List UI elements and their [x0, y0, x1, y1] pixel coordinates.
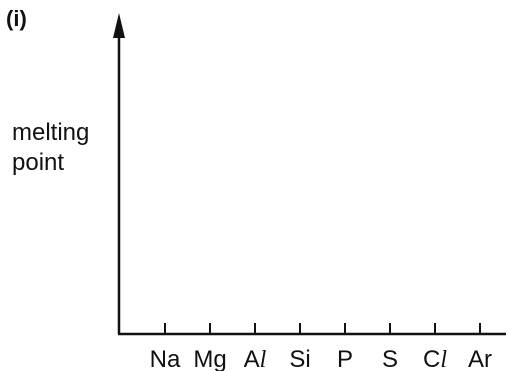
x-tick-label-cl: Cl [423, 346, 447, 371]
x-tick-label-na: Na [150, 346, 181, 371]
y-axis-label-line-2: point [12, 149, 65, 176]
x-axis-ticks: Na Mg Al Si P S Cl Ar [150, 323, 492, 371]
y-axis-label-line-1: melting [12, 119, 90, 146]
x-tick-label-al: Al [244, 346, 267, 371]
question-part-label: (i) [6, 6, 27, 31]
y-axis-arrowhead [113, 13, 125, 38]
x-tick-label-s: S [382, 346, 398, 371]
x-tick-label-ar: Ar [468, 346, 492, 371]
x-tick-label-si: Si [289, 346, 310, 371]
x-tick-label-p: P [337, 346, 353, 371]
x-tick-label-mg: Mg [193, 346, 226, 371]
y-axis-label: melting point [12, 118, 112, 178]
